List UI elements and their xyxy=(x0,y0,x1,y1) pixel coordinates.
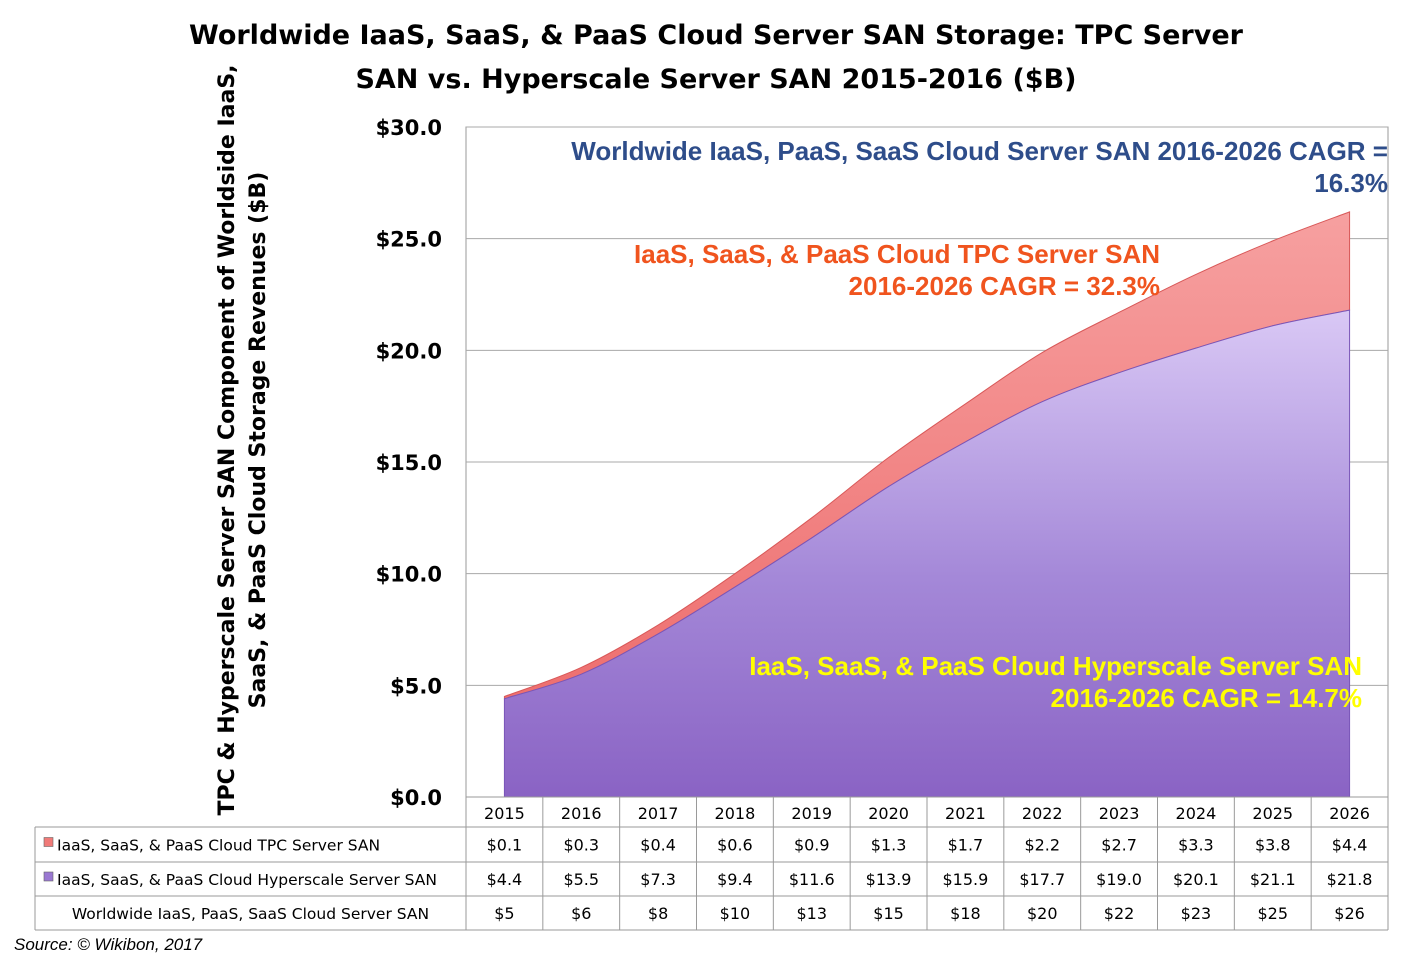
legend-label: IaaS, SaaS, & PaaS Cloud Hyperscale Serv… xyxy=(57,871,437,889)
table-cell: $1.7 xyxy=(948,836,984,855)
x-tick-label: 2024 xyxy=(1176,804,1217,823)
y-tick-label: $20.0 xyxy=(376,339,442,363)
y-axis-title-line-2: SaaS, & PaaS Cloud Storage Revenues ($B) xyxy=(246,172,271,709)
legend-key-tpc xyxy=(43,837,54,847)
table-cell: $21.8 xyxy=(1327,870,1373,889)
table-cell: $20 xyxy=(1027,904,1058,923)
table-cell: $5.5 xyxy=(563,870,599,889)
annotations: Worldwide IaaS, PaaS, SaaS Cloud Server … xyxy=(571,136,1388,713)
legend-key-hyperscale xyxy=(43,871,54,882)
table-cell: $15.9 xyxy=(943,870,989,889)
table-cell: $26 xyxy=(1334,904,1365,923)
series-area-hyperscale xyxy=(503,309,1351,798)
table-cell: $4.4 xyxy=(1332,836,1368,855)
table-cell: $10 xyxy=(720,904,751,923)
x-tick-label: 2025 xyxy=(1252,804,1293,823)
table-cell: $13.9 xyxy=(866,870,912,889)
x-tick-label: 2022 xyxy=(1022,804,1063,823)
y-tick-label: $5.0 xyxy=(390,674,442,698)
legend-label: Worldwide IaaS, PaaS, SaaS Cloud Server … xyxy=(72,905,429,923)
annotation-2-line-0: IaaS, SaaS, & PaaS Cloud Hyperscale Serv… xyxy=(749,651,1362,681)
x-tick-label: 2020 xyxy=(868,804,909,823)
table-cell: $7.3 xyxy=(640,870,676,889)
annotation-1-line-0: IaaS, SaaS, & PaaS Cloud TPC Server SAN xyxy=(634,239,1160,269)
table-cell: $13 xyxy=(796,904,827,923)
table-cell: $0.6 xyxy=(717,836,753,855)
table-cell: $20.1 xyxy=(1173,870,1219,889)
table-cell: $11.6 xyxy=(789,870,835,889)
table-cell: $17.7 xyxy=(1019,870,1065,889)
table-cell: $0.3 xyxy=(563,836,599,855)
y-tick-label: $15.0 xyxy=(376,451,442,475)
y-axis-title: TPC & Hyperscale Server SAN Component of… xyxy=(215,64,271,815)
table-cell: $0.9 xyxy=(794,836,830,855)
x-tick-label: 2016 xyxy=(561,804,602,823)
table-cell: $3.3 xyxy=(1178,836,1214,855)
table-cell: $2.7 xyxy=(1101,836,1137,855)
chart-title-line-2: SAN vs. Hyperscale Server SAN 2015-2016 … xyxy=(355,64,1076,95)
table-cell: $3.8 xyxy=(1255,836,1291,855)
table-cell: $5 xyxy=(494,904,514,923)
y-tick-label: $30.0 xyxy=(376,116,442,140)
annotation-2-line-1: 2016-2026 CAGR = 14.7% xyxy=(1051,683,1362,713)
x-tick-label: 2021 xyxy=(945,804,986,823)
table-cell: $6 xyxy=(571,904,591,923)
x-tick-label: 2019 xyxy=(791,804,832,823)
x-tick-label: 2017 xyxy=(638,804,679,823)
table-cell: $19.0 xyxy=(1096,870,1142,889)
annotation-1-line-1: 2016-2026 CAGR = 32.3% xyxy=(849,271,1160,301)
plot-area xyxy=(465,126,1389,798)
y-tick-label: $25.0 xyxy=(376,228,442,252)
source-note: Source: © Wikibon, 2017 xyxy=(14,935,203,954)
data-table: 2015 2016 2017 2018 2019 2020 2021 2022 2023 2024… xyxy=(34,796,1389,931)
table-cell: $0.1 xyxy=(487,836,523,855)
table-cell: $15 xyxy=(873,904,904,923)
y-axis-title-line-1: TPC & Hyperscale Server SAN Component of… xyxy=(215,64,240,815)
table-cell: $9.4 xyxy=(717,870,753,889)
table-cell: $8 xyxy=(648,904,668,923)
y-tick-label: $10.0 xyxy=(376,563,442,587)
chart-title: Worldwide IaaS, SaaS, & PaaS Cloud Serve… xyxy=(189,20,1244,95)
table-cell: $18 xyxy=(950,904,981,923)
x-tick-label: 2023 xyxy=(1099,804,1140,823)
x-tick-label: 2026 xyxy=(1329,804,1370,823)
legend-label: IaaS, SaaS, & PaaS Cloud TPC Server SAN xyxy=(57,837,380,855)
y-axis: $0.0 $5.0 $10.0 $15.0 $20.0 $25.0 $30.0 xyxy=(376,116,442,810)
table-cell: $2.2 xyxy=(1024,836,1060,855)
table-cell: $0.4 xyxy=(640,836,676,855)
x-tick-label: 2015 xyxy=(484,804,525,823)
y-tick-label: $0.0 xyxy=(390,786,442,810)
table-cell: $4.4 xyxy=(487,870,523,889)
table-cell: $22 xyxy=(1104,904,1135,923)
annotation-0-line-0: Worldwide IaaS, PaaS, SaaS Cloud Server … xyxy=(571,136,1388,166)
table-cell: $1.3 xyxy=(871,836,907,855)
x-tick-label: 2018 xyxy=(715,804,756,823)
chart-title-line-1: Worldwide IaaS, SaaS, & PaaS Cloud Serve… xyxy=(189,20,1244,51)
table-cell: $23 xyxy=(1181,904,1212,923)
table-cell: $25 xyxy=(1257,904,1288,923)
table-cell: $21.1 xyxy=(1250,870,1296,889)
annotation-0-line-1: 16.3% xyxy=(1314,168,1388,198)
